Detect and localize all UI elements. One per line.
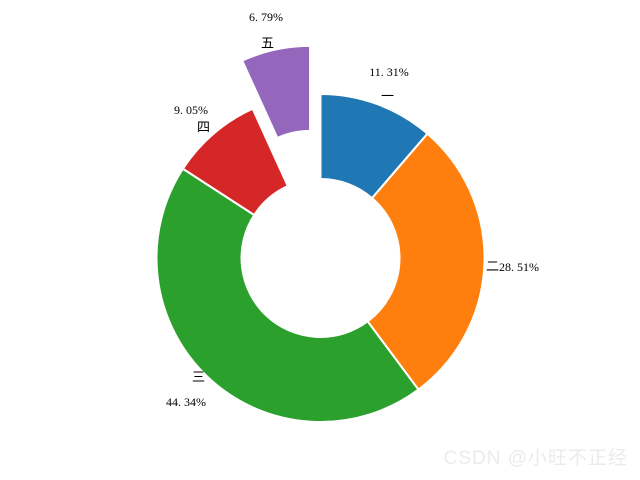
slice-label-4: 四 (197, 120, 210, 135)
csdn-watermark: CSDN @小旺不正经 (443, 448, 628, 469)
slice-label-5: 五 (261, 36, 274, 51)
pie-slice-5 (241, 44, 312, 139)
pct-label-3: 44. 34% (166, 395, 206, 409)
pie-slice-2 (366, 132, 486, 391)
pie-slice-3 (155, 167, 420, 423)
pct-label-4: 9. 05% (174, 103, 208, 117)
pie-slice-4 (181, 107, 289, 216)
pct-label-1: 11. 31% (369, 65, 409, 79)
pct-label-5: 6. 79% (249, 10, 283, 24)
slice-label-1: 一 (381, 89, 394, 104)
slice-label-2: 二 (486, 259, 499, 274)
slice-label-3: 三 (192, 370, 205, 385)
pie-slices-group (155, 44, 486, 423)
pct-label-2: 28. 51% (499, 260, 539, 274)
pie-labels-group: 一 11. 31% 二 28. 51% 三 44. 34% 四 9. 05% 五 6. 79% (166, 10, 539, 409)
